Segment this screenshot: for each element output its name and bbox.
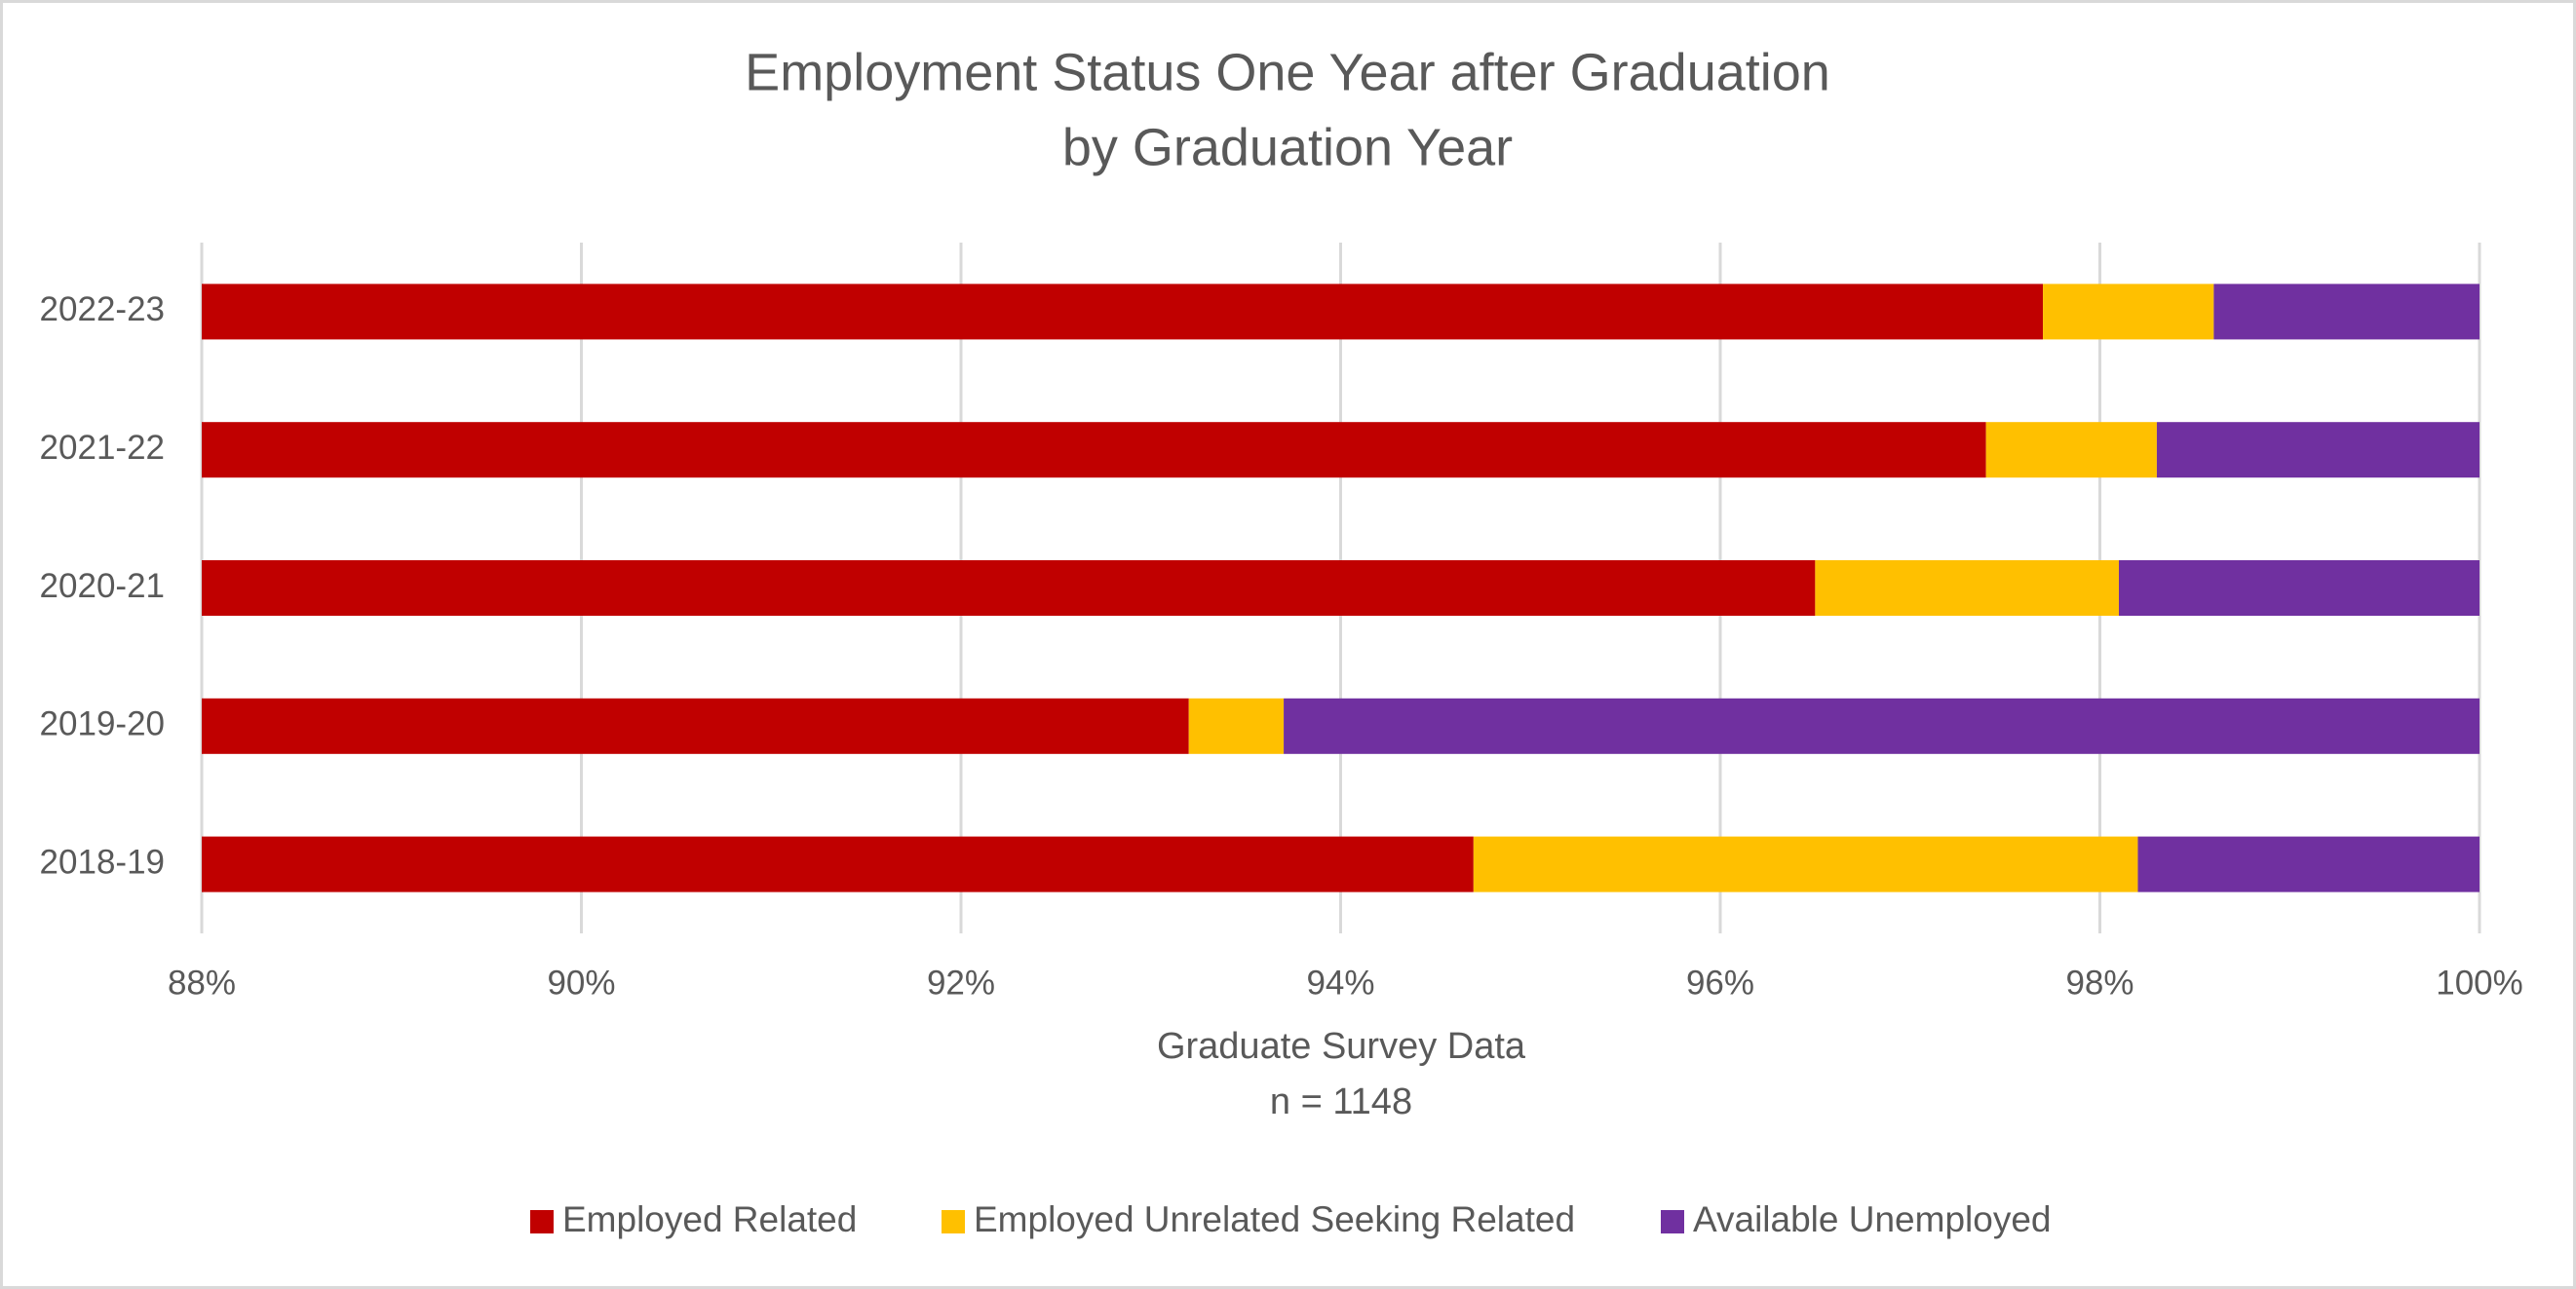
bar-segment <box>2156 422 2480 478</box>
x-axis-label: Graduate Survey Data <box>1157 1026 1526 1067</box>
y-tick-label: 2021-22 <box>40 429 165 467</box>
x-tick-label: 94% <box>1306 964 1374 1002</box>
bar-segment <box>202 698 1189 754</box>
bar-segment <box>202 284 2044 340</box>
y-tick-label: 2018-19 <box>40 843 165 881</box>
bar-segment <box>2118 560 2480 616</box>
bar-segment <box>202 422 1986 478</box>
bar-segment <box>1815 560 2119 616</box>
legend-label: Employed Unrelated Seeking Related <box>974 1199 1575 1239</box>
bar-segment <box>2043 284 2214 340</box>
legend-label: Available Unemployed <box>1693 1199 2052 1239</box>
legend-label: Employed Related <box>562 1199 857 1239</box>
bar-segment <box>1188 698 1285 754</box>
x-tick-label: 96% <box>1686 964 1754 1002</box>
bar-segment <box>1473 836 2138 892</box>
bar-segment <box>202 560 1816 616</box>
legend-swatch <box>530 1210 554 1233</box>
legend-swatch <box>942 1210 965 1233</box>
x-tick-label: 92% <box>927 964 995 1002</box>
bar-segment <box>1284 698 2480 754</box>
x-tick-label: 98% <box>2065 964 2134 1002</box>
y-tick-label: 2019-20 <box>40 705 165 743</box>
bar-segment <box>2137 836 2480 892</box>
x-tick-label: 90% <box>547 964 615 1002</box>
y-tick-label: 2020-21 <box>40 567 165 605</box>
bar-segment <box>2213 284 2480 340</box>
annotation: n = 1148 <box>1270 1081 1412 1122</box>
chart-title: Employment Status One Year after Graduat… <box>745 43 1830 101</box>
bar-segment <box>1985 422 2157 478</box>
y-tick-label: 2022-23 <box>40 290 165 328</box>
x-tick-label: 88% <box>168 964 236 1002</box>
bar-segment <box>202 836 1474 892</box>
x-tick-label: 100% <box>2436 964 2523 1002</box>
legend-swatch <box>1661 1210 1684 1233</box>
chart-subtitle: by Graduation Year <box>1062 118 1513 176</box>
